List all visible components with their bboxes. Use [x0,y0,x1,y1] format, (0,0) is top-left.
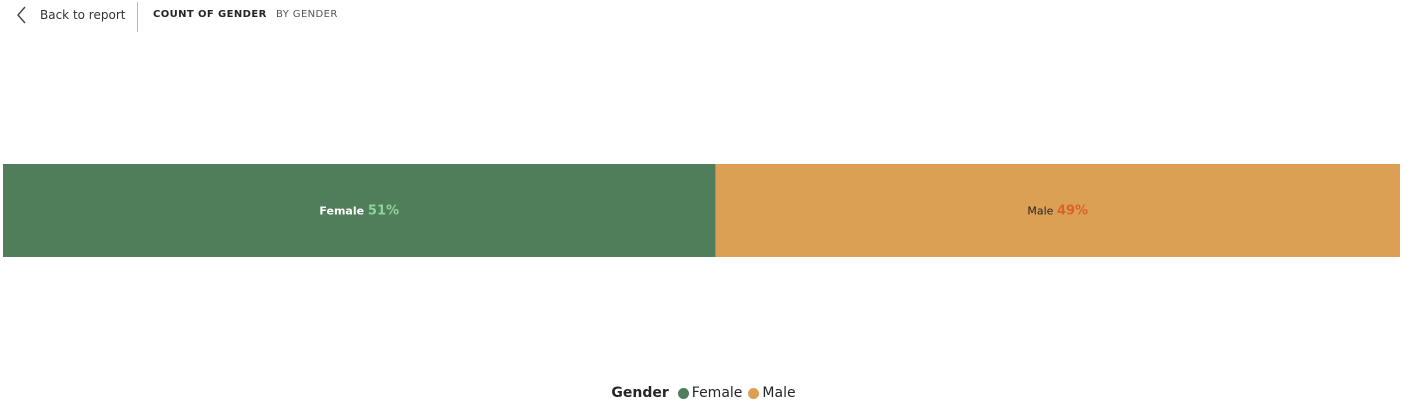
data-label-male: Male 49% [1027,204,1088,219]
chart-legend: Gender Female Male [0,385,1403,401]
header-divider [137,2,138,32]
legend-label-female: Female [691,385,743,401]
legend-item-male[interactable]: Male [748,385,796,401]
chevron-left-icon [17,6,26,24]
chart-svg: Female 51% Male 49% [3,164,1400,257]
tab-by-gender[interactable]: BY GENDER [276,9,338,20]
data-label-category-female: Female [319,205,367,218]
back-to-report-label: Back to report [40,8,126,22]
tab-count-of-gender[interactable]: COUNT OF GENDER [153,9,267,20]
bar-segment-male[interactable] [715,164,1400,257]
legend-label-male: Male [762,385,796,401]
bar-segment-female[interactable] [3,164,716,257]
data-label-female: Female 51% [319,204,399,219]
back-to-report-button[interactable]: Back to report [14,4,125,26]
legend-item-female[interactable]: Female [677,385,743,401]
data-label-category-male: Male [1027,205,1057,218]
top-bar: Back to report COUNT OF GENDER BY GENDER [0,0,1403,32]
data-label-percent-female: 51% [368,204,399,219]
legend-title: Gender [611,385,669,401]
data-label-percent-male: 49% [1057,204,1088,219]
legend-marker-female [677,387,689,399]
legend-marker-male [748,387,760,399]
